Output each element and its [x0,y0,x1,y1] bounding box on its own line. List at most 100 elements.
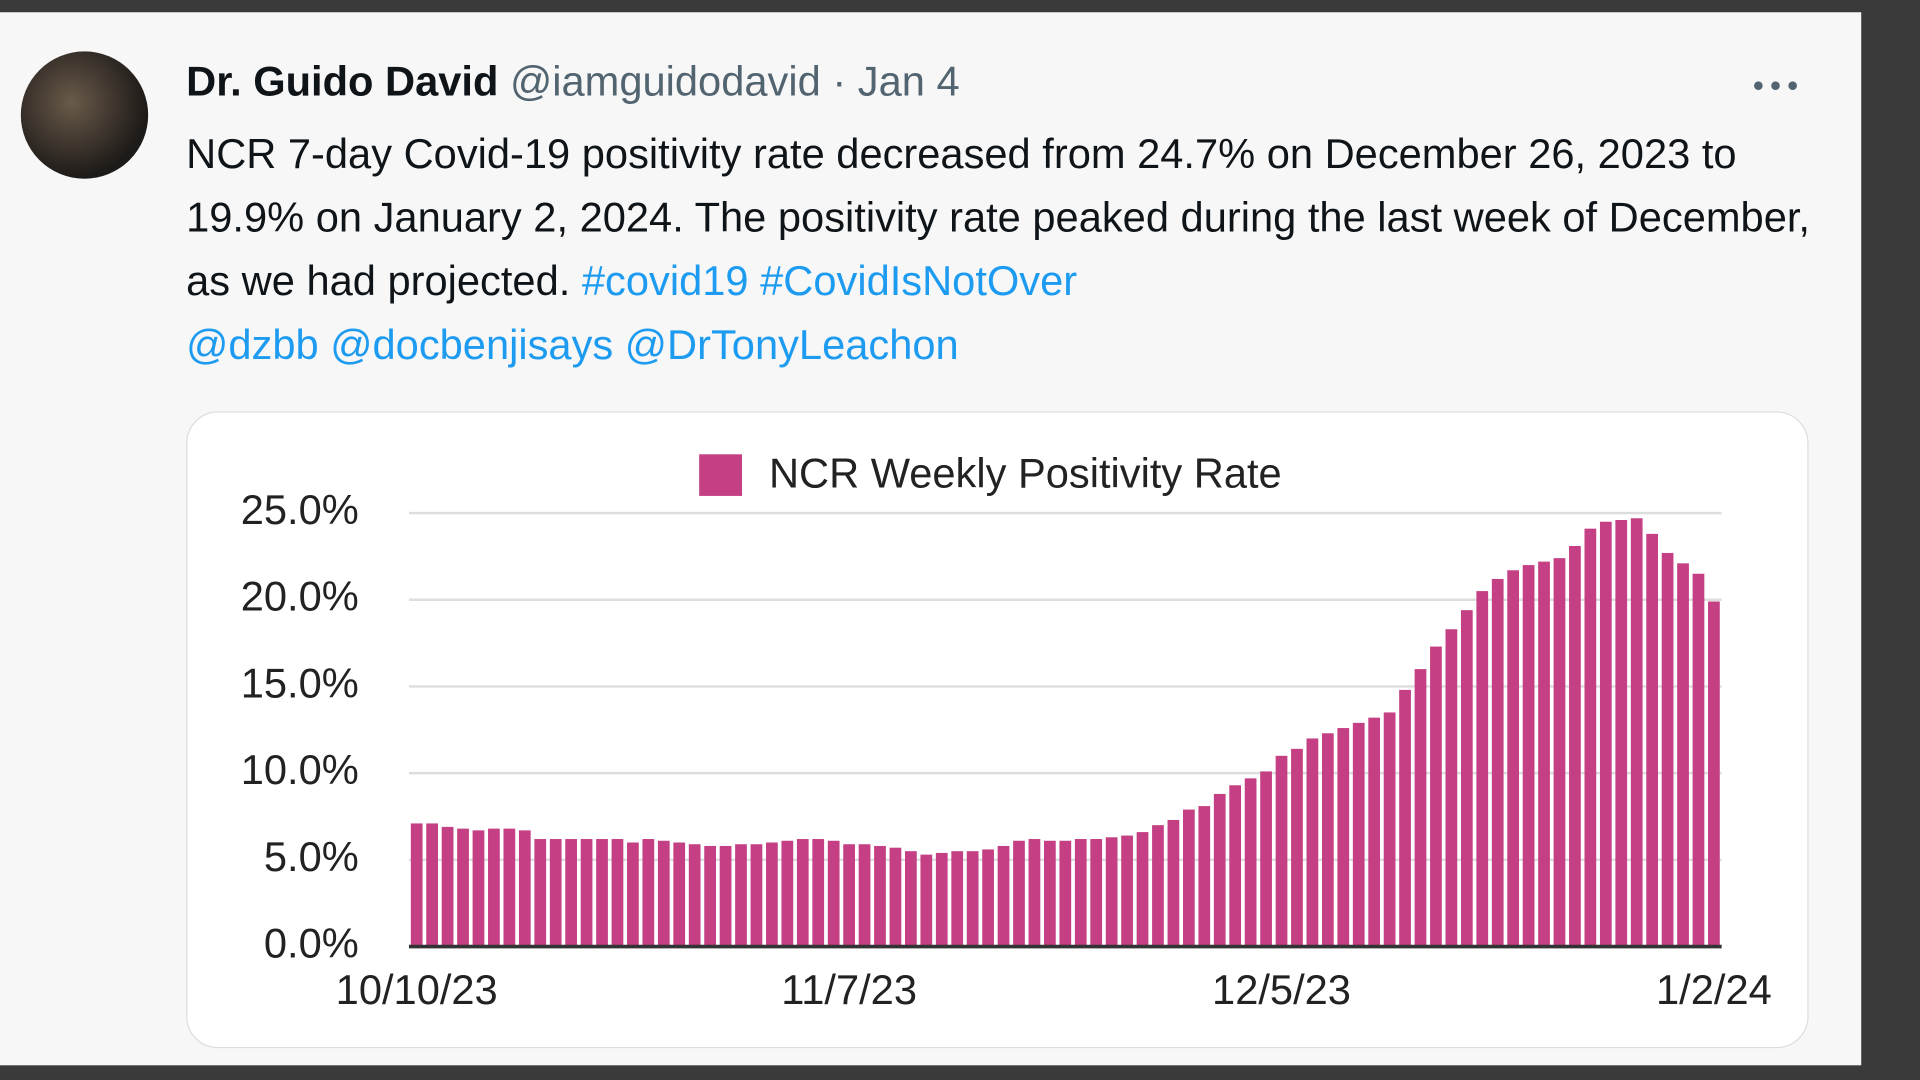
bar [1507,570,1520,947]
bar [735,844,747,947]
bar [905,851,917,947]
bar [1244,778,1257,947]
bar [596,839,608,947]
author-name[interactable]: Dr. Guido David [186,58,499,106]
bar [503,828,516,947]
bar [1599,521,1612,947]
mention[interactable]: @docbenjisays [330,322,614,369]
bar [1677,563,1689,947]
bar [1198,806,1211,947]
bar [1630,518,1643,947]
body-text: NCR 7-day Covid-19 positivity rate decre… [186,131,1811,305]
bar [627,842,639,947]
bar [1074,839,1087,947]
bar [1275,755,1288,947]
bar [1476,591,1489,947]
bar [1043,840,1056,947]
mention[interactable]: @dzbb [186,322,319,369]
bar [1321,733,1334,947]
bar [1491,578,1504,947]
bar [1121,835,1133,947]
bar [1399,689,1411,947]
bar [580,839,593,947]
hashtag[interactable]: #CovidIsNotOver [760,258,1078,305]
bar [1337,728,1350,947]
bar [1291,748,1303,947]
bar [982,849,994,947]
hashtag[interactable]: #covid19 [581,258,749,305]
bar [1013,840,1025,947]
bar [1229,785,1242,947]
bar [565,839,577,947]
x-tick-label: 11/7/23 [781,966,917,1013]
media-card[interactable]: 0.0% 5.0% 10.0% 15.0% 20.0% 25.0% NCR Weekly P… [186,411,1809,1049]
bar [704,845,716,947]
more-button[interactable] [1751,76,1800,100]
y-tick-label: 5.0% [264,833,359,880]
bar [796,839,809,947]
bar [1569,546,1581,947]
bar [657,840,670,947]
tweet-header: Dr. Guido David @iamguidodavid · Jan 4 [186,59,960,107]
bar [1059,840,1072,947]
bar [688,844,701,947]
bar [1152,825,1164,947]
bar [1105,837,1118,947]
y-tick-label: 15.0% [241,659,359,706]
bar [488,828,500,947]
bar [534,839,547,947]
bar [812,839,825,947]
bar [441,826,454,947]
separator: · [832,58,847,106]
bar [611,839,624,947]
bar [410,823,423,947]
bar [1352,722,1365,947]
bar [1213,793,1226,947]
bar [1383,712,1396,947]
bar [1430,646,1442,947]
bar [1661,552,1674,947]
bar [920,854,933,947]
y-tick-label: 25.0% [241,486,359,533]
bar [966,851,979,947]
legend-label: NCR Weekly Positivity Rate [769,449,1282,496]
handle[interactable]: @iamguidodavid [510,58,821,106]
bar [1460,610,1473,947]
mention[interactable]: @DrTonyLeachon [624,322,959,369]
avatar[interactable] [20,51,149,179]
bar [472,830,485,947]
bar [1306,738,1319,947]
bar [1260,771,1272,947]
bar [1615,519,1628,947]
bar [549,839,562,947]
bar [1136,832,1149,947]
bar [1538,561,1550,947]
bar [518,830,531,947]
bar [874,845,886,947]
y-tick-label: 10.0% [241,746,359,793]
x-tick-label: 1/2/24 [1656,966,1772,1013]
bar [858,844,871,947]
bar [719,845,732,947]
bar [889,847,902,947]
x-tick-label: 10/10/23 [336,966,498,1013]
date[interactable]: Jan 4 [857,58,960,106]
bar [1553,558,1566,947]
bar [827,840,840,947]
bar [951,851,964,947]
bar [1646,533,1659,947]
tweet-text: NCR 7-day Covid-19 positivity rate decre… [186,122,1827,377]
bar [766,842,778,947]
bar [1584,528,1597,947]
bar [1692,573,1705,947]
bar [1708,601,1720,947]
chart: 0.0% 5.0% 10.0% 15.0% 20.0% 25.0% NCR Weekly P… [241,449,1772,1013]
bar [1182,809,1195,947]
bar [781,840,794,947]
x-tick-label: 12/5/23 [1212,966,1351,1013]
bar [750,844,763,947]
bar [843,844,855,947]
bar [1522,565,1535,947]
